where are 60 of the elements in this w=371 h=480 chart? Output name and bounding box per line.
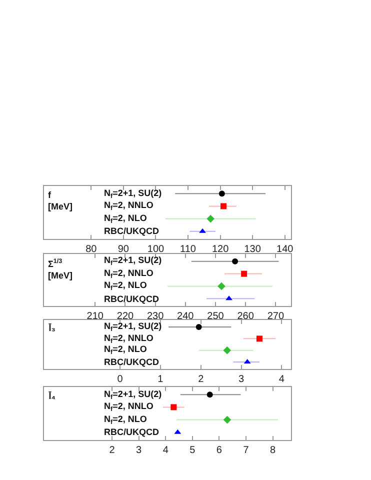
- point: [196, 324, 202, 330]
- x-tick-label: 1: [158, 374, 164, 385]
- x-tick-label: 6: [216, 445, 222, 456]
- x-tick-label: 2: [198, 374, 204, 385]
- point: [232, 258, 238, 264]
- y-tick-label: N$_{f}$=2, NNLO: [104, 401, 154, 413]
- y-tick-label: N$_{f}$=2, NLO: [104, 414, 147, 426]
- x-tick-label: 230: [146, 311, 164, 322]
- point: [226, 296, 232, 300]
- x-tick-label: 80: [86, 244, 98, 255]
- x-tick-label: 210: [86, 311, 104, 322]
- x-tick-label: 260: [237, 311, 254, 322]
- y-axis-title: f [MeV]: [48, 190, 72, 212]
- x-tick-label: 3: [136, 445, 142, 456]
- y-tick-label: N$_{f}$=2+1, SU(2): [104, 188, 162, 200]
- y-tick-label: N$_{f}$=2, NNLO: [104, 333, 154, 345]
- point: [206, 214, 214, 223]
- y-axis-title: Σ$^{1/3}$ [MeV]: [48, 258, 72, 280]
- y-tick-label: RBC/UKQCD: [104, 226, 160, 236]
- y-tick-label: N$_{f}$=2, NNLO: [104, 268, 154, 280]
- y-tick-label: RBC/UKQCD: [104, 357, 160, 367]
- x-tick-label: 7: [243, 445, 250, 456]
- y-tick-label: N$_{f}$=2+1, SU(2): [104, 255, 162, 267]
- point: [199, 228, 206, 233]
- x-tick-label: 130: [244, 244, 262, 255]
- x-tick-label: 2: [109, 445, 116, 456]
- x-tick-label: 110: [180, 244, 196, 255]
- y-tick-label: N$_{f}$=2, NLO: [104, 344, 147, 356]
- x-tick-label: 270: [267, 311, 284, 322]
- x-tick-label: 0: [117, 374, 124, 385]
- y-tick-label: RBC/UKQCD: [104, 427, 160, 437]
- point: [241, 270, 248, 277]
- point: [223, 416, 232, 424]
- x-tick-label: 100: [147, 244, 164, 255]
- point: [256, 336, 262, 342]
- point: [218, 282, 226, 290]
- x-tick-label: 120: [212, 244, 230, 255]
- y-tick-label: N$_{f}$=2, NNLO: [104, 200, 154, 212]
- x-tick-label: 5: [190, 445, 196, 456]
- x-tick-label: 250: [207, 311, 224, 322]
- point: [218, 190, 225, 197]
- y-tick-label: N$_{f}$=2, NLO: [104, 213, 147, 225]
- y-tick-label: N$_{f}$=2, NLO: [104, 280, 147, 292]
- y-tick-label: N$_{f}$=2+1, SU(2): [104, 389, 162, 401]
- x-tick-label: 220: [116, 311, 134, 322]
- x-tick-label: 240: [177, 311, 194, 322]
- y-axis-title: l̄₄: [48, 391, 56, 402]
- point: [206, 392, 213, 398]
- x-tick-label: 140: [276, 244, 294, 255]
- y-tick-label: RBC/UKQCD: [104, 294, 160, 304]
- x-tick-label: 4: [278, 374, 285, 385]
- y-tick-label: N$_{f}$=2+1, SU(2): [104, 321, 162, 333]
- x-tick-label: 8: [270, 445, 276, 456]
- point: [223, 346, 232, 354]
- y-axis-title: l̄₃: [48, 323, 56, 334]
- point: [220, 203, 227, 210]
- x-tick-label: 4: [162, 445, 169, 456]
- x-tick-label: 3: [238, 374, 244, 385]
- x-tick-label: 90: [118, 244, 130, 255]
- point: [170, 404, 177, 410]
